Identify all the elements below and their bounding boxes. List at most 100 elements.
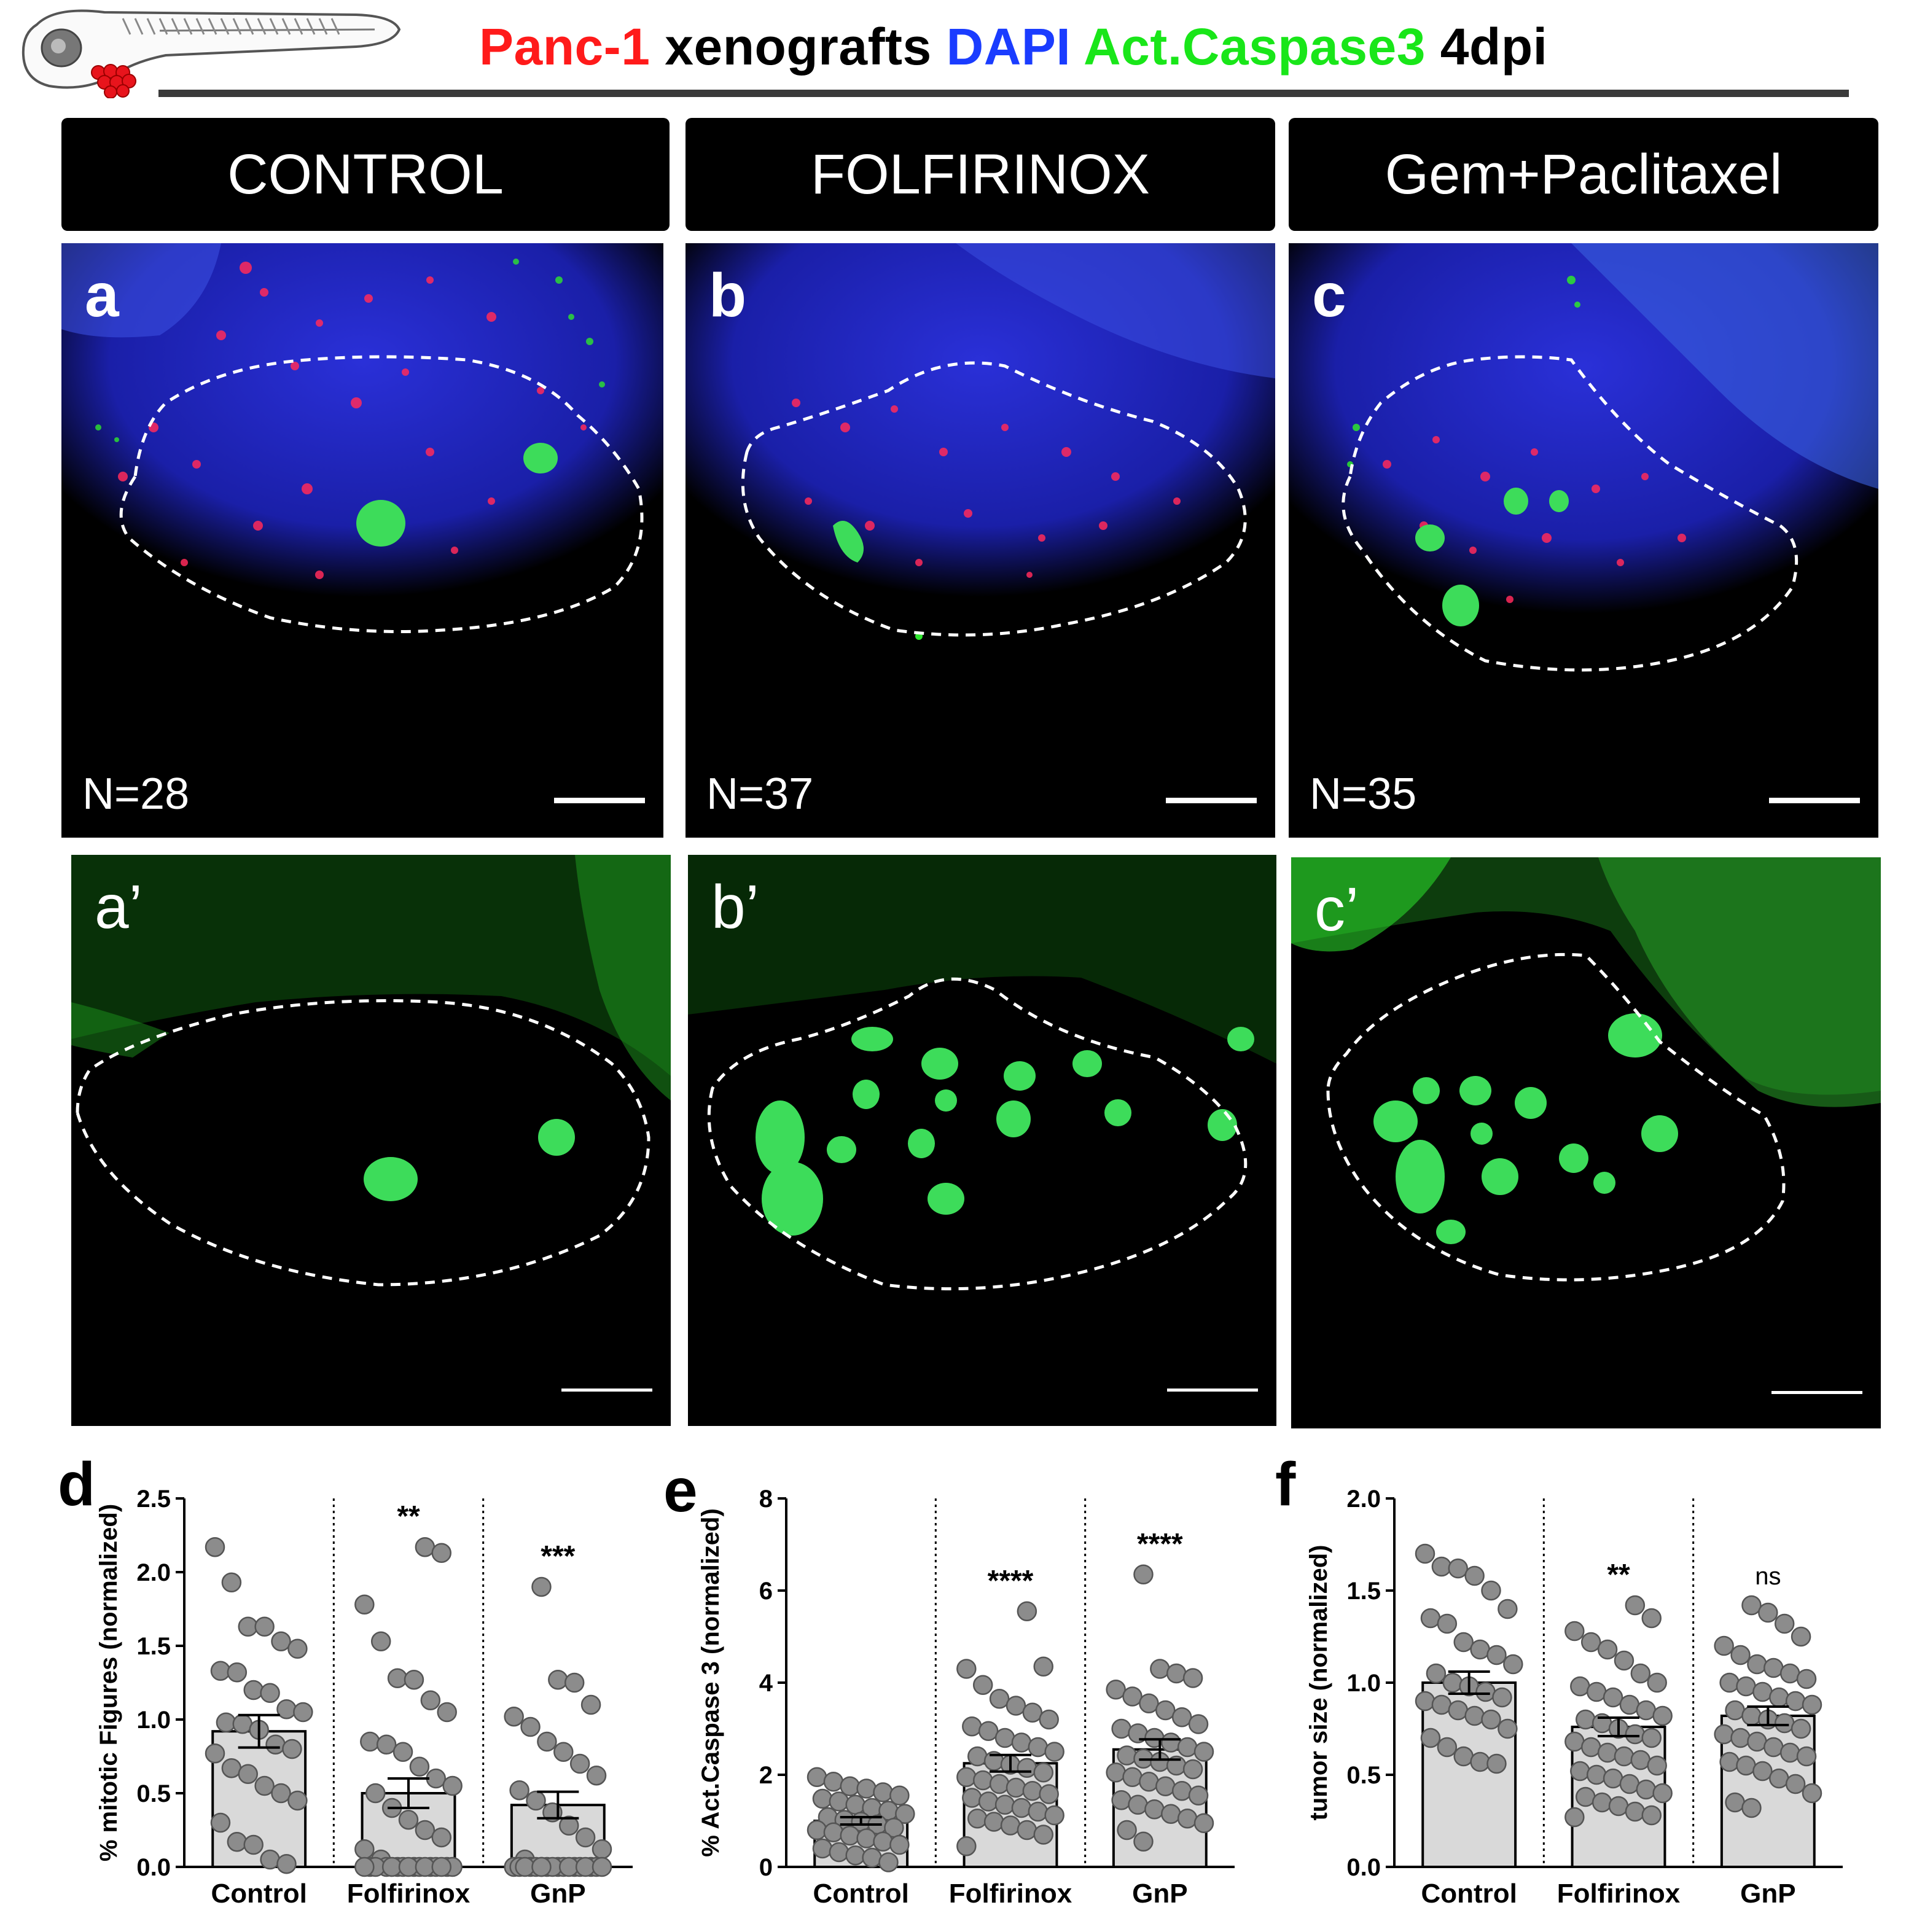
data-point: [829, 1842, 849, 1863]
panel-b-prime-caspase: b’: [688, 855, 1276, 1426]
data-point: [1431, 1556, 1452, 1577]
scale-bar: [1771, 1391, 1862, 1394]
data-point: [580, 1694, 601, 1715]
data-point: [1736, 1676, 1756, 1697]
y-tick-label: 0.5: [136, 1780, 171, 1807]
n-label-control: N=28: [82, 769, 190, 819]
data-point: [1763, 1657, 1784, 1678]
data-point: [1155, 1700, 1176, 1721]
data-point: [1188, 1785, 1209, 1805]
data-point: [254, 1616, 275, 1637]
data-point: [1453, 1632, 1474, 1653]
data-point: [1106, 1680, 1126, 1700]
data-point: [420, 1690, 441, 1711]
data-point: [967, 1809, 988, 1829]
panel-letter-a: a: [85, 261, 119, 330]
data-point: [1155, 1776, 1176, 1796]
x-category-label: Control: [211, 1879, 307, 1909]
x-category-label: GnP: [530, 1879, 585, 1909]
data-point: [1741, 1705, 1762, 1726]
data-point: [442, 1775, 463, 1796]
chart-f: tumor size (normalized) 0.0 0.5 1.0 1.5 2.0 Co…: [1305, 1486, 1843, 1909]
panel-letter-c-prime: c’: [1314, 875, 1359, 944]
data-point: [823, 1772, 844, 1792]
data-point: [205, 1537, 225, 1557]
data-point: [1111, 1718, 1131, 1739]
data-point: [1498, 1718, 1518, 1739]
y-tick-label: 2.0: [136, 1559, 171, 1586]
data-point: [592, 1839, 612, 1860]
data-point: [216, 1712, 236, 1733]
panel-a-image: [61, 243, 663, 838]
data-point: [558, 1856, 579, 1877]
data-point: [1122, 1686, 1142, 1707]
data-point: [1171, 1781, 1192, 1801]
data-point: [526, 1790, 546, 1811]
data-point: [1630, 1663, 1651, 1684]
data-point: [994, 1794, 1015, 1815]
significance-label: ****: [988, 1565, 1034, 1597]
data-point: [243, 1834, 264, 1855]
panel-b-prime-image: [688, 855, 1276, 1426]
data-point: [1785, 1774, 1806, 1794]
data-point: [431, 1543, 451, 1564]
data-point: [1597, 1742, 1618, 1763]
data-point: [862, 1847, 882, 1868]
chart-letter-d: d: [58, 1450, 96, 1519]
data-point: [553, 1742, 574, 1763]
title-part-xenografts: xenografts: [650, 18, 947, 76]
x-category-label: Control: [813, 1879, 908, 1909]
data-point: [845, 1845, 865, 1866]
data-point: [983, 1812, 1004, 1832]
data-point: [1117, 1745, 1137, 1766]
scale-bar: [1167, 1389, 1258, 1392]
data-point: [972, 1675, 993, 1695]
data-point: [1619, 1774, 1640, 1794]
data-point: [807, 1820, 827, 1840]
data-point: [1166, 1663, 1187, 1684]
data-point: [889, 1785, 910, 1805]
data-point: [1636, 1779, 1657, 1800]
scale-bar: [1166, 798, 1257, 803]
data-point: [1580, 1632, 1601, 1653]
data-point: [1625, 1724, 1646, 1745]
data-point: [1117, 1820, 1137, 1840]
data-point: [962, 1716, 982, 1737]
data-point: [1725, 1700, 1745, 1721]
data-point: [287, 1790, 308, 1811]
title-underline: [158, 90, 1849, 97]
data-point: [1608, 1796, 1629, 1817]
data-point: [1647, 1755, 1667, 1776]
data-point: [1774, 1613, 1795, 1634]
data-point: [1741, 1595, 1762, 1616]
data-point: [1182, 1668, 1203, 1688]
data-point: [531, 1856, 552, 1877]
y-tick-label: 2.0: [1346, 1486, 1381, 1513]
data-point: [978, 1721, 999, 1741]
data-point: [354, 1594, 375, 1615]
figure-title: Panc-1 xenografts DAPI Act.Caspase3 4dpi: [479, 17, 1547, 77]
chart-d: % mitotic Figures (normalized) 0.0 0.5 1.0 1…: [95, 1486, 633, 1909]
data-point: [1182, 1759, 1203, 1780]
data-point: [856, 1828, 877, 1848]
panel-c-image: [1289, 243, 1878, 838]
data-point: [1768, 1687, 1789, 1708]
data-point: [1768, 1768, 1789, 1789]
data-point: [1177, 1737, 1198, 1758]
panel-c-merge: c N=35: [1289, 243, 1878, 838]
data-point: [271, 1783, 291, 1804]
data-point: [972, 1770, 993, 1791]
data-point: [1641, 1805, 1662, 1826]
data-point: [1122, 1767, 1142, 1787]
data-point: [812, 1838, 833, 1859]
y-tick-label: 1.0: [136, 1707, 171, 1734]
data-point: [956, 1836, 977, 1856]
data-point: [895, 1804, 915, 1824]
data-point: [1033, 1656, 1053, 1677]
data-point: [548, 1669, 568, 1690]
data-point: [569, 1753, 590, 1774]
data-point: [376, 1734, 397, 1755]
data-point: [210, 1812, 231, 1833]
data-point: [1150, 1659, 1170, 1679]
data-point: [1481, 1580, 1501, 1601]
